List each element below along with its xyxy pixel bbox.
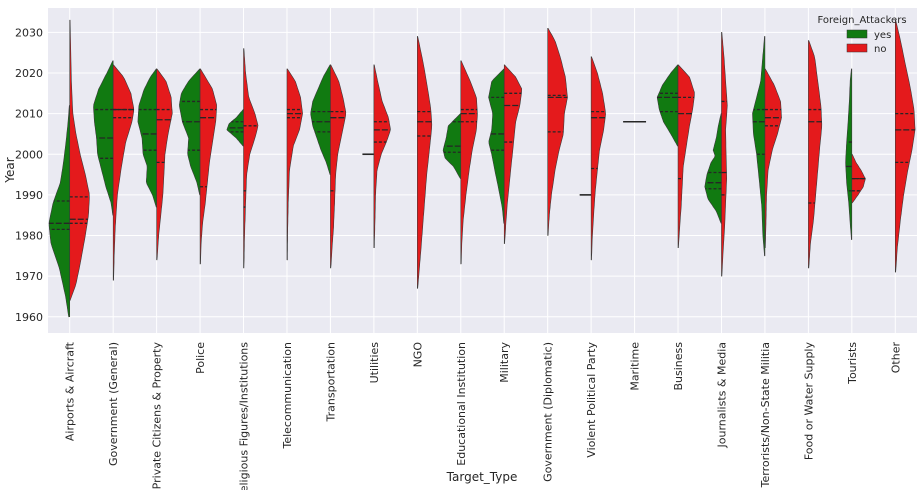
x-tick-label: NGO: [411, 342, 424, 368]
legend: Foreign_Attackers yes no: [817, 15, 906, 55]
x-tick-label: Military: [498, 342, 511, 383]
legend-swatch-no: [846, 43, 868, 53]
x-tick-label: Business: [672, 342, 685, 391]
y-tick-label: 2030: [15, 26, 43, 39]
x-tick-label: Religious Figures/Institutions: [238, 342, 251, 490]
violin-no: [373, 64, 391, 249]
x-tick-labels: Airports & Aircraft Government (General) P…: [64, 341, 903, 490]
violin-no: [286, 68, 303, 261]
legend-title: Foreign_Attackers: [817, 15, 906, 26]
plot-background: [48, 8, 917, 333]
y-tick-labels: 1960 1970 1980 1990 2000 2010 2020 2030: [15, 26, 43, 323]
x-tick-label: Telecommunication: [281, 342, 294, 450]
violin-no: [721, 32, 728, 277]
violins: [48, 19, 916, 318]
violin-no: [330, 64, 347, 269]
violin-no: [243, 48, 259, 269]
y-tick-label: 2000: [15, 148, 43, 161]
violin-no: [894, 19, 916, 273]
violin-no: [764, 68, 782, 249]
x-axis-label: Target_Type: [446, 470, 518, 484]
x-tick-label: Other: [889, 342, 902, 374]
x-tick-label: Private Citizens & Property: [151, 342, 164, 490]
x-tick-label: Transportation: [324, 342, 337, 422]
legend-swatch-yes: [846, 29, 868, 39]
y-tick-label: 1980: [15, 230, 43, 243]
y-tick-label: 2010: [15, 108, 43, 121]
violin-yes: [752, 36, 766, 257]
x-tick-label: Journalists & Media: [715, 342, 728, 448]
x-tick-label: Government (Diplomatic): [542, 342, 555, 482]
violin-no: [590, 56, 606, 261]
violin-no: [417, 36, 433, 289]
violin-no: [677, 64, 695, 249]
violin-yes: [137, 68, 157, 208]
violin-no: [503, 64, 523, 244]
violin-yes: [845, 68, 853, 240]
violin-no: [460, 60, 478, 265]
violin-no: [112, 64, 134, 281]
x-tick-label: Educational Institution: [455, 342, 468, 466]
violin-no: [547, 27, 568, 236]
violin-no: [808, 40, 823, 269]
legend-label-yes: yes: [874, 30, 891, 41]
x-tick-label: Police: [194, 342, 207, 374]
x-tick-label: Utilities: [368, 342, 381, 384]
y-tick-label: 1970: [15, 270, 43, 283]
y-tick-label: 1990: [15, 189, 43, 202]
violin-yes: [48, 105, 71, 318]
violin-no: [69, 19, 90, 301]
y-tick-label: 2020: [15, 67, 43, 80]
x-tick-label: Government (General): [107, 342, 120, 466]
x-tick-label: Maritime: [629, 342, 642, 391]
x-tick-label: Terrorists/Non-State Militia: [759, 342, 772, 488]
violin-yes: [310, 64, 331, 175]
violin-yes: [704, 113, 722, 224]
violin-yes: [656, 64, 679, 147]
violin-yes: [488, 68, 505, 224]
y-axis-label: Year: [3, 157, 17, 183]
x-tick-label: Tourists: [846, 342, 859, 385]
legend-label-no: no: [874, 44, 886, 55]
y-tick-label: 1960: [15, 311, 43, 324]
violin-yes: [179, 68, 201, 196]
x-tick-label: Food or Water Supply: [802, 342, 815, 461]
x-tick-label: Violent Political Party: [585, 342, 598, 458]
x-tick-label: Airports & Aircraft: [64, 341, 77, 441]
